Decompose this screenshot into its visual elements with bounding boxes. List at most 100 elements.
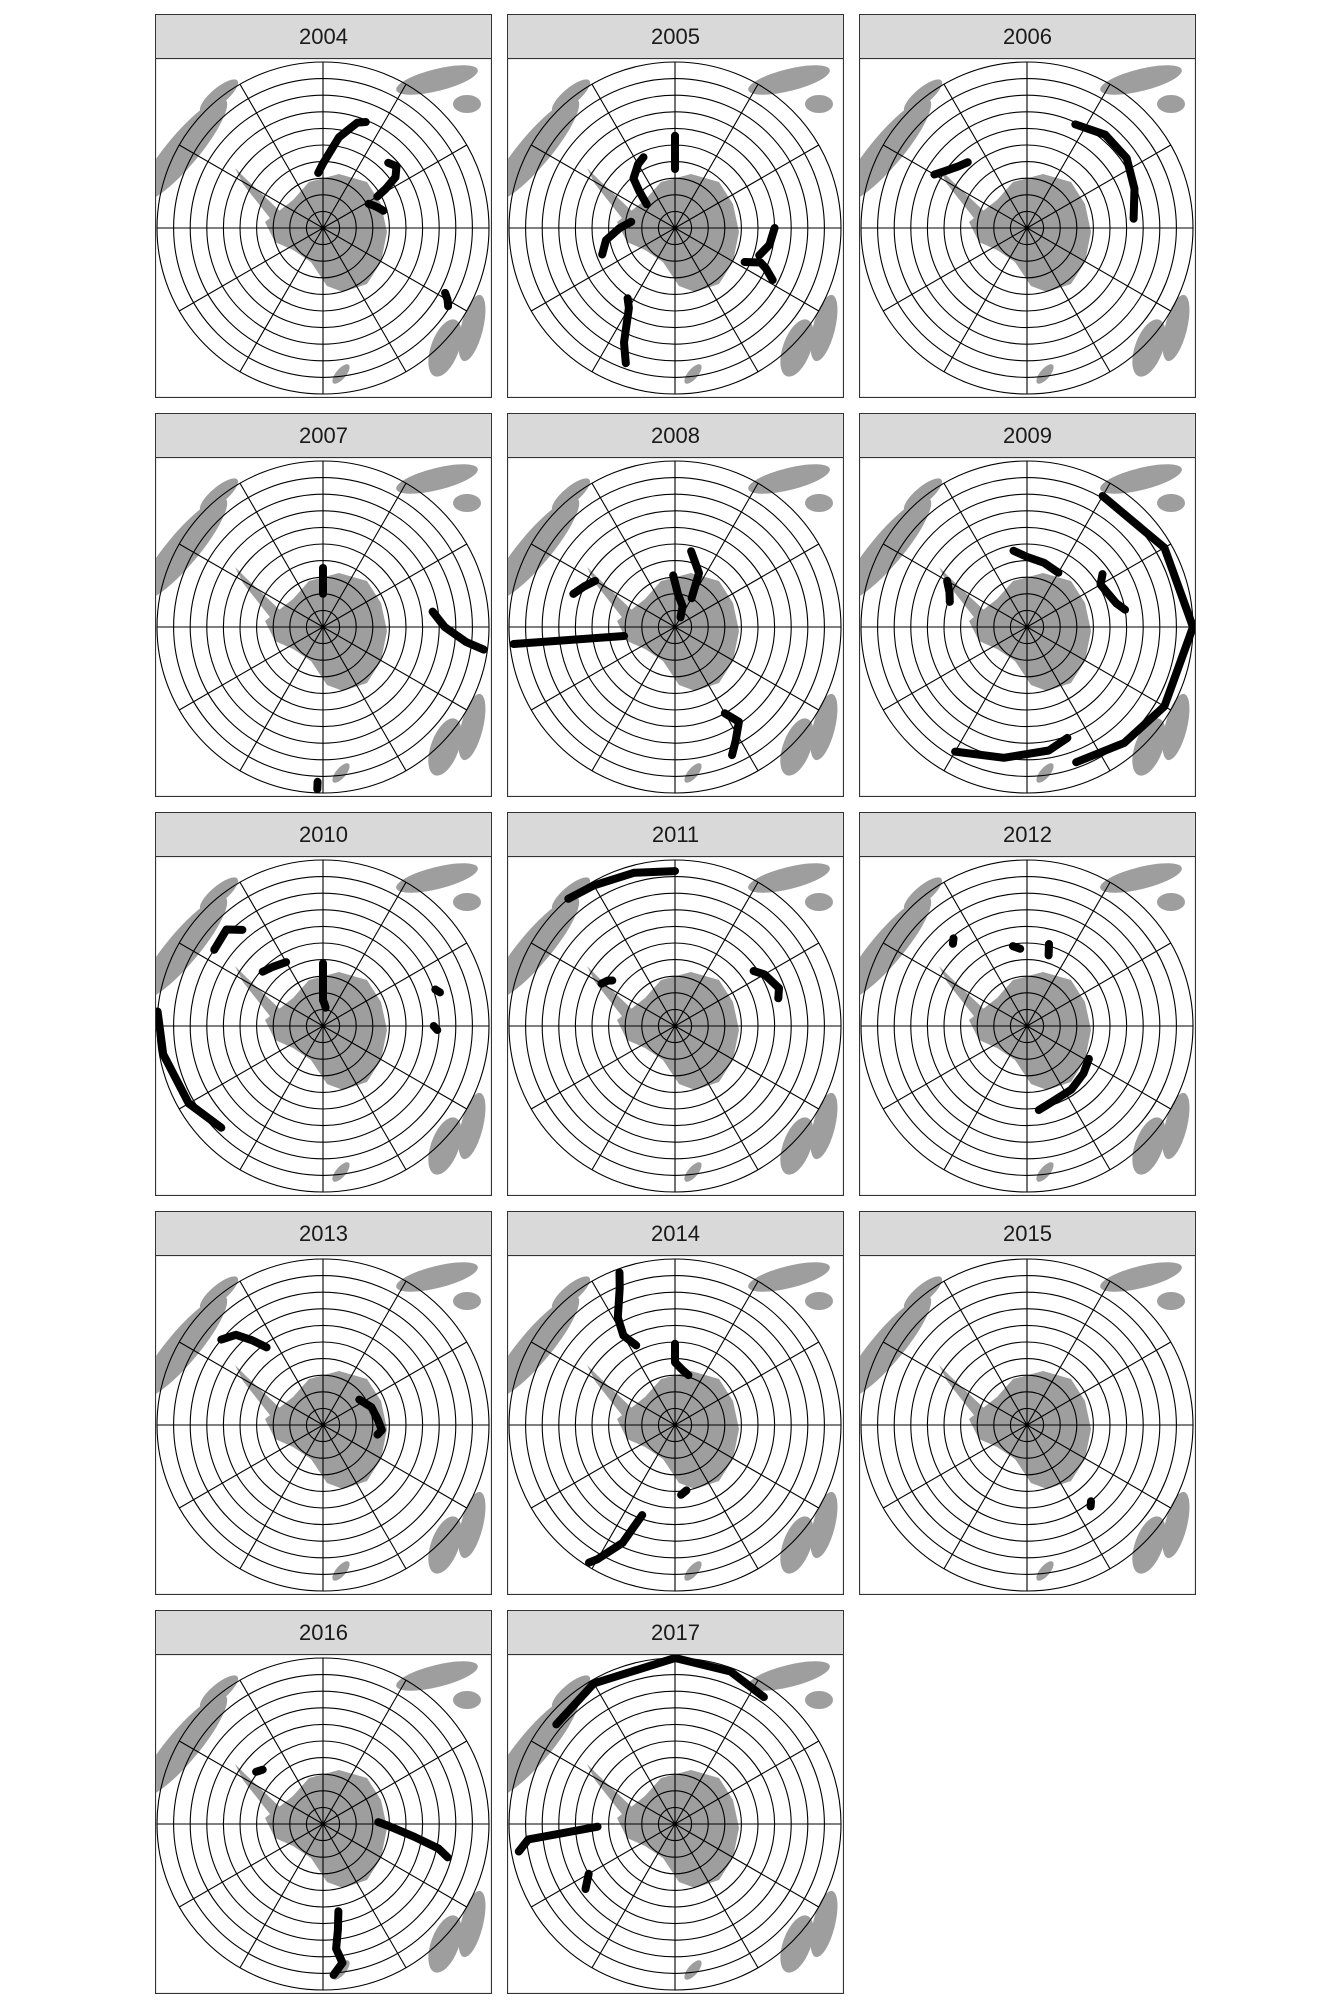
- madagascar-land: [1157, 494, 1185, 512]
- vessel-track: [597, 976, 617, 988]
- vessel-track: [671, 1339, 693, 1380]
- madagascar-land: [1157, 1292, 1185, 1310]
- vessel-track: [613, 1268, 641, 1350]
- meridian-line: [322, 1025, 407, 1171]
- facet-strip-label: 2016: [155, 1610, 492, 1655]
- australia-land: [684, 763, 702, 783]
- vessel-track: [373, 158, 401, 201]
- australia-land: [684, 364, 702, 384]
- africa-land: [748, 65, 830, 95]
- south-america-land: [199, 79, 239, 113]
- vessel-track: [581, 1869, 593, 1893]
- meridian-line: [322, 1424, 468, 1509]
- meridian-line: [239, 1823, 324, 1969]
- meridian-line: [674, 1823, 820, 1908]
- vessel-track: [258, 958, 291, 976]
- facet-panel: 2010: [155, 812, 492, 1196]
- vessel-track: [755, 224, 779, 260]
- vessel-track: [156, 1007, 226, 1132]
- polar-map: [507, 1255, 844, 1595]
- meridian-line: [178, 1740, 324, 1825]
- facet-strip-label: 2015: [859, 1211, 1196, 1256]
- facet-panel: 2015: [859, 1211, 1196, 1595]
- south-america-land: [903, 478, 943, 512]
- meridian-line: [674, 626, 759, 772]
- madagascar-land: [453, 1292, 481, 1310]
- madagascar-land: [805, 95, 833, 113]
- madagascar-land: [453, 494, 481, 512]
- antarctic-peninsula-land: [587, 966, 635, 1020]
- meridian-line: [1026, 942, 1172, 1027]
- madagascar-land: [805, 494, 833, 512]
- meridian-line: [239, 881, 324, 1027]
- new-zealand-land: [428, 1915, 462, 1973]
- meridian-line: [239, 626, 324, 772]
- vessel-track: [252, 1765, 267, 1776]
- africa-land: [748, 1262, 830, 1292]
- facet-panel: 2009: [859, 413, 1196, 797]
- vessel-track: [364, 199, 388, 215]
- vessel-track: [720, 709, 743, 760]
- meridian-line: [239, 1280, 324, 1426]
- australia-land: [684, 1561, 702, 1581]
- facet-panel: 2005: [507, 14, 844, 398]
- meridian-line: [239, 1679, 324, 1825]
- africa-land: [396, 1661, 478, 1691]
- meridian-line: [1026, 227, 1111, 373]
- meridian-line: [882, 227, 1028, 312]
- australia-land: [332, 1561, 350, 1581]
- vessel-track: [569, 576, 600, 598]
- meridian-line: [239, 227, 324, 373]
- new-zealand-land: [1132, 319, 1166, 377]
- meridian-line: [322, 482, 407, 628]
- south-america-land: [156, 497, 228, 601]
- facet-strip-label: 2006: [859, 14, 1196, 59]
- meridian-line: [322, 626, 407, 772]
- antarctic-peninsula-land: [939, 966, 987, 1020]
- vessel-track: [1008, 942, 1025, 953]
- meridian-line: [674, 1424, 759, 1570]
- meridian-line: [1026, 1424, 1172, 1509]
- meridian-line: [674, 1424, 820, 1509]
- madagascar-land: [453, 95, 481, 113]
- africa-land: [1100, 464, 1182, 494]
- meridian-line: [674, 1341, 820, 1426]
- meridian-line: [530, 1740, 676, 1825]
- meridian-line: [591, 83, 676, 229]
- vessel-track: [740, 258, 777, 284]
- meridian-line: [239, 482, 324, 628]
- meridian-line: [943, 227, 1028, 373]
- meridian-line: [1026, 1280, 1111, 1426]
- meridian-line: [1026, 83, 1111, 229]
- new-zealand-land: [810, 1890, 838, 1958]
- africa-land: [396, 863, 478, 893]
- facet-panel: 2007: [155, 413, 492, 797]
- australia-land: [332, 364, 350, 384]
- meridian-line: [1026, 1341, 1172, 1426]
- meridian-line: [530, 626, 676, 711]
- south-america-land: [903, 1276, 943, 1310]
- south-america-land: [156, 1694, 228, 1798]
- meridian-line: [591, 227, 676, 373]
- new-zealand-land: [428, 1516, 462, 1574]
- facet-panel: 2017: [507, 1610, 844, 1994]
- new-zealand-land: [780, 718, 814, 776]
- new-zealand-land: [1162, 693, 1190, 761]
- facet-strip-label: 2004: [155, 14, 492, 59]
- meridian-line: [674, 83, 759, 229]
- meridian-line: [882, 144, 1028, 229]
- vessel-track: [669, 571, 687, 622]
- meridian-line: [530, 227, 676, 312]
- vessel-track: [951, 733, 1072, 762]
- meridian-line: [322, 83, 407, 229]
- vessel-track: [629, 153, 651, 209]
- polar-map: [859, 457, 1196, 797]
- facet-strip-label: 2012: [859, 812, 1196, 857]
- meridian-line: [674, 543, 820, 628]
- new-zealand-land: [780, 319, 814, 377]
- meridian-line: [239, 1424, 324, 1570]
- polar-map: [155, 856, 492, 1196]
- meridian-line: [882, 1424, 1028, 1509]
- meridian-line: [239, 83, 324, 229]
- vessel-track: [314, 118, 370, 177]
